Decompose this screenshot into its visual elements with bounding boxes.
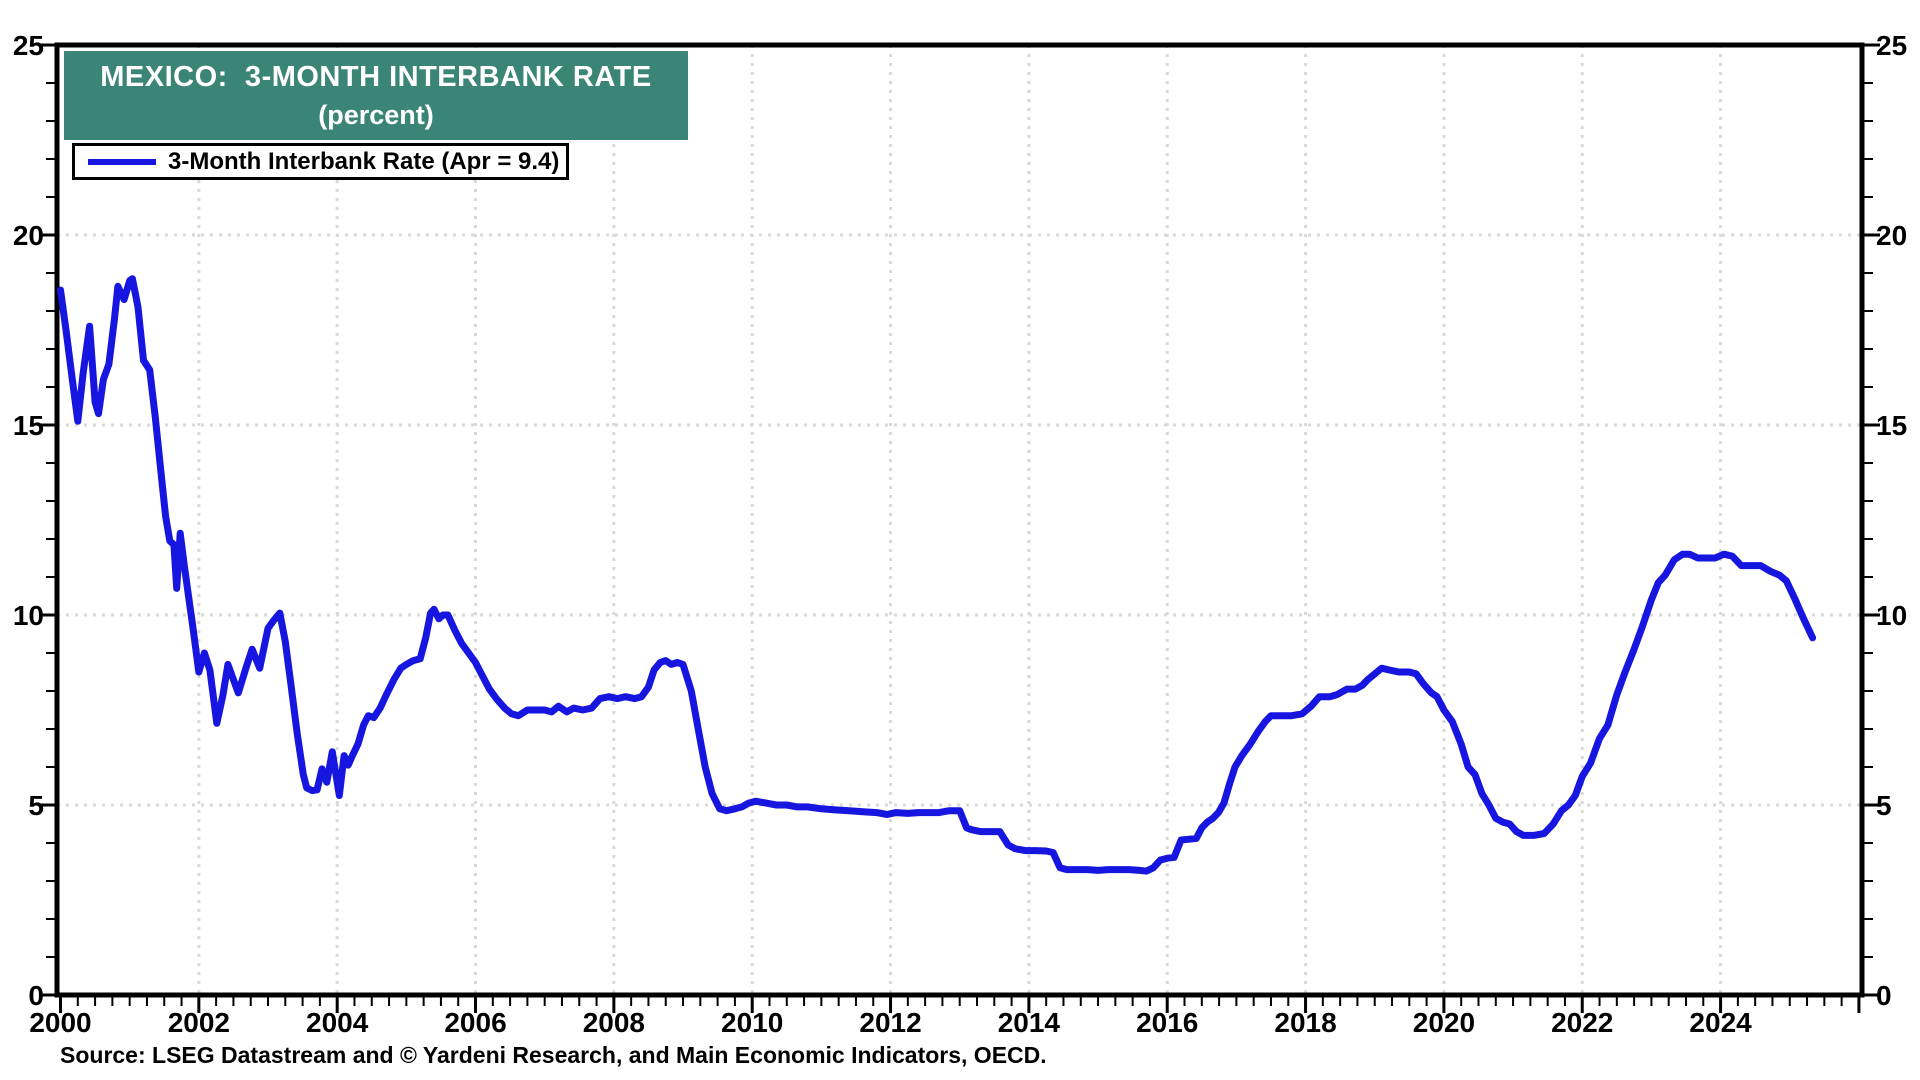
x-axis-label: 2000 xyxy=(29,1007,91,1038)
y-axis-label-left: 5 xyxy=(28,790,44,821)
x-axis-label: 2012 xyxy=(859,1007,921,1038)
chart-title-box: MEXICO: 3-MONTH INTERBANK RATE (percent) xyxy=(64,51,688,140)
x-axis-label: 2018 xyxy=(1274,1007,1336,1038)
rate-line-series xyxy=(57,275,1817,875)
x-axis-label: 2024 xyxy=(1689,1007,1752,1038)
y-axis-label-right: 20 xyxy=(1876,220,1907,251)
legend-label: 3-Month Interbank Rate (Apr = 9.4) xyxy=(168,147,560,175)
y-axis-label-left: 20 xyxy=(13,220,44,251)
x-axis-label: 2016 xyxy=(1136,1007,1198,1038)
x-axis-label: 2010 xyxy=(721,1007,783,1038)
x-axis-label: 2008 xyxy=(583,1007,645,1038)
plot-frame xyxy=(54,42,1865,998)
source-note: Source: LSEG Datastream and © Yardeni Re… xyxy=(60,1042,1047,1068)
y-axis-label-left: 25 xyxy=(13,30,44,61)
y-axis-label-right: 5 xyxy=(1876,790,1892,821)
x-axis-label: 2020 xyxy=(1413,1007,1475,1038)
y-axis-label-left: 15 xyxy=(13,410,44,441)
y-axis-label-left: 10 xyxy=(13,600,44,631)
y-axis-label-right: 0 xyxy=(1876,980,1892,1011)
y-axis-label-right: 15 xyxy=(1876,410,1907,441)
x-axis-label: 2006 xyxy=(444,1007,506,1038)
x-axis-label: 2004 xyxy=(306,1007,369,1038)
x-axis-label: 2022 xyxy=(1551,1007,1613,1038)
y-axis-label-right: 10 xyxy=(1876,600,1907,631)
legend-line-swatch xyxy=(88,158,156,165)
legend-box: 3-Month Interbank Rate (Apr = 9.4) xyxy=(72,143,569,180)
x-axis-label: 2014 xyxy=(998,1007,1061,1038)
page-title: MEXICO: 3-MONTH INTERBANK RATE xyxy=(100,60,652,93)
chart-subtitle: (percent) xyxy=(318,99,434,130)
y-axis-label-right: 25 xyxy=(1876,30,1907,61)
y-axis-label-left: 0 xyxy=(28,980,44,1011)
x-axis-label: 2002 xyxy=(168,1007,230,1038)
